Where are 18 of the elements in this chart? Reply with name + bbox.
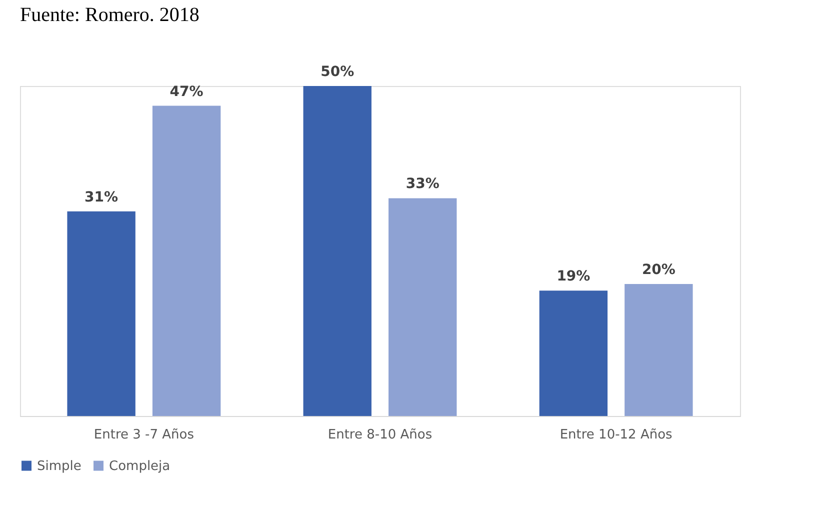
data-label: 20% — [642, 262, 676, 278]
source-note: Fuente: Romero. 2018 — [20, 4, 200, 26]
data-label: 19% — [556, 268, 590, 285]
data-label: 31% — [84, 189, 118, 206]
legend-label: Compleja — [109, 458, 170, 474]
bar — [67, 211, 136, 416]
bar — [624, 284, 693, 416]
x-tick-label: Entre 8-10 Años — [328, 428, 432, 442]
x-tick-label: Entre 3 -7 Años — [94, 428, 194, 442]
bar — [303, 86, 372, 416]
bar — [152, 106, 221, 416]
bar — [388, 198, 457, 416]
bar — [539, 290, 608, 416]
x-tick-label: Entre 10-12 Años — [560, 428, 673, 442]
data-label: 33% — [406, 176, 440, 192]
data-label: 50% — [320, 64, 354, 80]
data-label: 47% — [170, 84, 204, 100]
legend-label: Simple — [37, 458, 82, 474]
